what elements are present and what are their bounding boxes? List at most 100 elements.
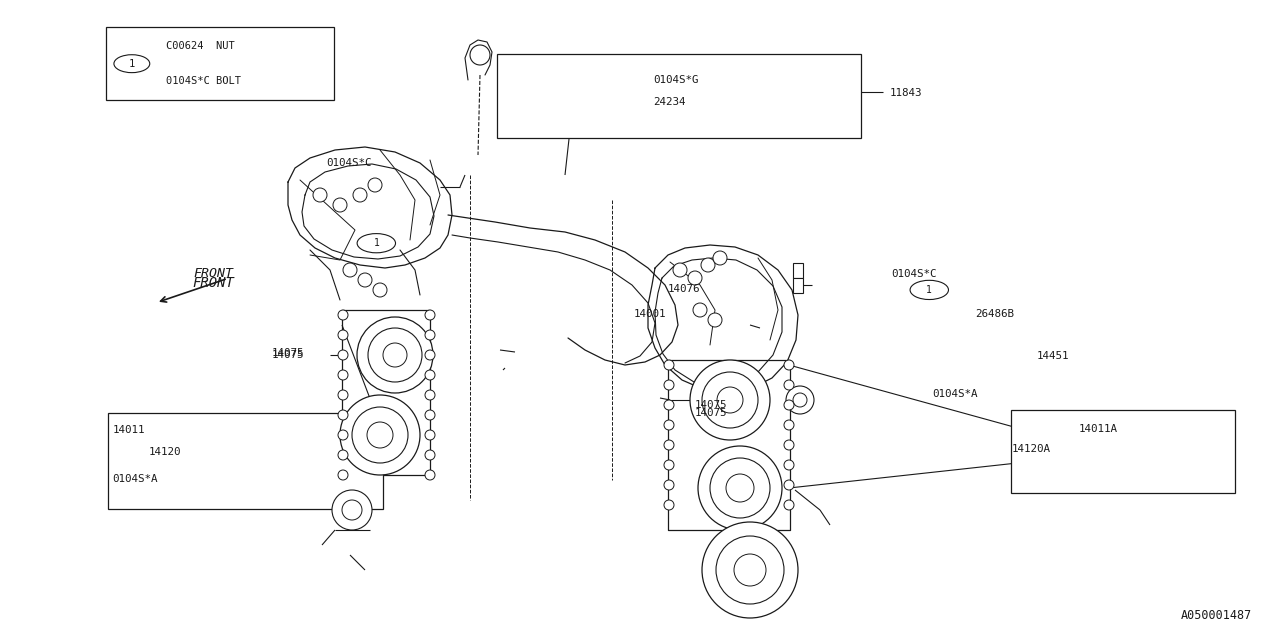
Ellipse shape (783, 420, 794, 430)
Ellipse shape (786, 386, 814, 414)
Ellipse shape (342, 500, 362, 520)
Ellipse shape (353, 188, 367, 202)
Ellipse shape (794, 393, 806, 407)
Ellipse shape (338, 470, 348, 480)
Text: 1: 1 (129, 59, 134, 68)
Text: 11843: 11843 (890, 88, 922, 98)
Text: 0104S*A: 0104S*A (113, 474, 159, 484)
Ellipse shape (367, 422, 393, 448)
Circle shape (910, 280, 948, 300)
Ellipse shape (338, 310, 348, 320)
Ellipse shape (783, 440, 794, 450)
Ellipse shape (425, 470, 435, 480)
Circle shape (357, 234, 396, 253)
Ellipse shape (690, 360, 771, 440)
Ellipse shape (425, 330, 435, 340)
Text: 14011: 14011 (113, 425, 145, 435)
Ellipse shape (783, 500, 794, 510)
Ellipse shape (425, 350, 435, 360)
Ellipse shape (425, 410, 435, 420)
Ellipse shape (338, 390, 348, 400)
Bar (108, 413, 383, 509)
Ellipse shape (689, 271, 701, 285)
Text: 0104S*C: 0104S*C (326, 158, 372, 168)
Bar (106, 27, 334, 100)
Ellipse shape (716, 536, 783, 604)
Ellipse shape (425, 450, 435, 460)
Ellipse shape (340, 395, 420, 475)
Text: 26486B: 26486B (975, 308, 1014, 319)
Text: 14076: 14076 (668, 284, 700, 294)
Ellipse shape (783, 360, 794, 370)
Ellipse shape (338, 450, 348, 460)
Ellipse shape (783, 400, 794, 410)
Ellipse shape (664, 480, 675, 490)
Ellipse shape (470, 45, 490, 65)
Text: FRONT: FRONT (193, 276, 234, 290)
Ellipse shape (664, 400, 675, 410)
Ellipse shape (333, 198, 347, 212)
Ellipse shape (783, 380, 794, 390)
Ellipse shape (352, 407, 408, 463)
Ellipse shape (664, 380, 675, 390)
Text: 0104S*C: 0104S*C (891, 269, 937, 279)
Bar (1011, 410, 1235, 493)
Ellipse shape (369, 178, 381, 192)
Text: 14011A: 14011A (1079, 424, 1117, 434)
Ellipse shape (357, 317, 433, 393)
Ellipse shape (664, 500, 675, 510)
Text: 14451: 14451 (1037, 351, 1069, 361)
Ellipse shape (314, 188, 326, 202)
Ellipse shape (713, 251, 727, 265)
Text: 14001: 14001 (634, 308, 666, 319)
Ellipse shape (338, 430, 348, 440)
Bar (497, 54, 861, 138)
Text: 14075: 14075 (271, 350, 303, 360)
Ellipse shape (425, 390, 435, 400)
Ellipse shape (343, 263, 357, 277)
Ellipse shape (673, 263, 687, 277)
Text: 0104S*C BOLT: 0104S*C BOLT (166, 76, 242, 86)
Ellipse shape (692, 303, 707, 317)
Bar (794, 278, 803, 293)
Ellipse shape (338, 330, 348, 340)
Ellipse shape (664, 360, 675, 370)
Ellipse shape (701, 258, 716, 272)
Ellipse shape (664, 420, 675, 430)
Ellipse shape (338, 350, 348, 360)
Ellipse shape (372, 283, 387, 297)
Text: 0104S*A: 0104S*A (932, 388, 978, 399)
Text: 1: 1 (927, 285, 932, 295)
Ellipse shape (664, 460, 675, 470)
Text: A050001487: A050001487 (1180, 609, 1252, 622)
Ellipse shape (733, 554, 765, 586)
Ellipse shape (708, 313, 722, 327)
Ellipse shape (698, 446, 782, 530)
Bar (794, 263, 803, 278)
Text: 14120: 14120 (148, 447, 180, 458)
Ellipse shape (701, 372, 758, 428)
Ellipse shape (664, 440, 675, 450)
Circle shape (114, 55, 150, 73)
Text: 1: 1 (374, 238, 379, 248)
Text: 14075: 14075 (271, 348, 303, 358)
Ellipse shape (425, 370, 435, 380)
Ellipse shape (710, 458, 771, 518)
Ellipse shape (358, 273, 372, 287)
Ellipse shape (383, 343, 407, 367)
Text: C00624  NUT: C00624 NUT (166, 41, 236, 51)
Ellipse shape (717, 387, 742, 413)
Text: 14120A: 14120A (1011, 444, 1050, 454)
Text: 14075: 14075 (695, 400, 727, 410)
Ellipse shape (369, 328, 422, 382)
Ellipse shape (338, 410, 348, 420)
Ellipse shape (332, 490, 372, 530)
Text: 0104S*G: 0104S*G (653, 75, 699, 85)
Ellipse shape (783, 460, 794, 470)
Ellipse shape (726, 474, 754, 502)
Ellipse shape (338, 370, 348, 380)
Ellipse shape (783, 480, 794, 490)
Ellipse shape (701, 522, 797, 618)
Ellipse shape (425, 430, 435, 440)
Text: 14075: 14075 (695, 408, 727, 418)
